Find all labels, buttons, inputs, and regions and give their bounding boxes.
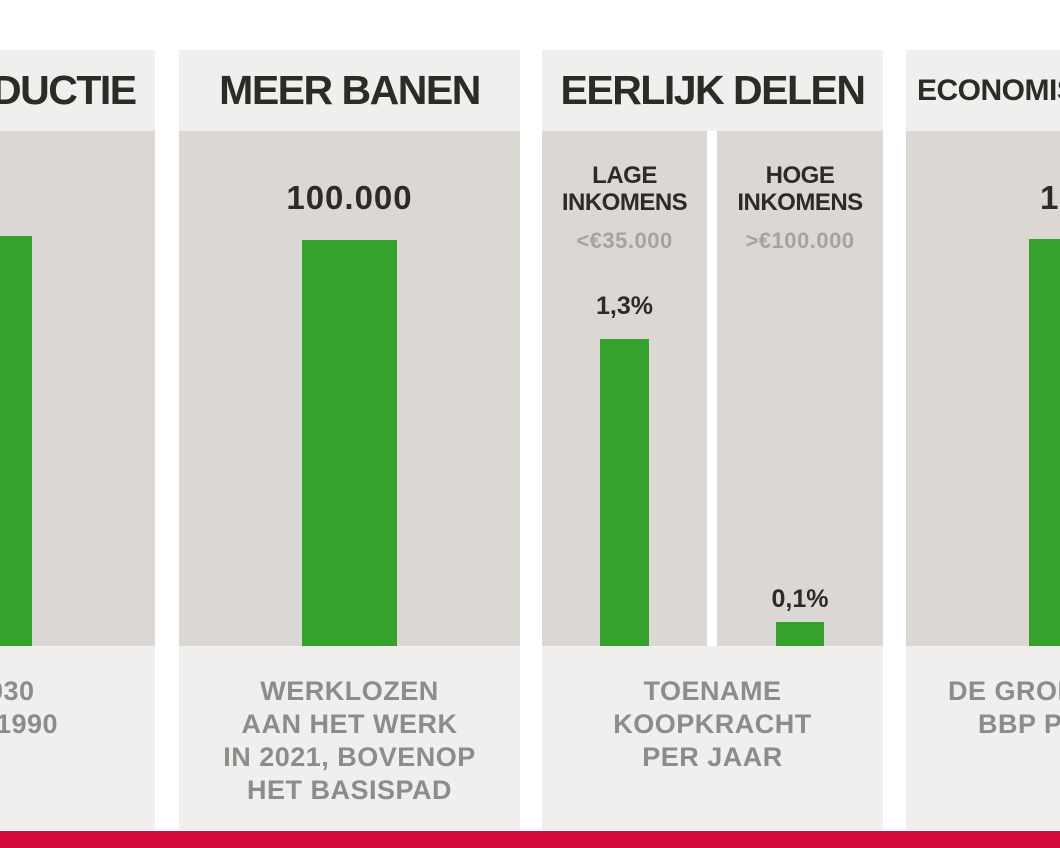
group-lage-inkomens: LAGE INKOMENS <€35.000 1,3% — [542, 131, 707, 646]
panel-eerlijk-delen: EERLIJK DELEN LAGE INKOMENS <€35.000 1,3… — [542, 50, 883, 830]
panel-eerlijk-delen-header: EERLIJK DELEN — [542, 50, 883, 131]
caption-line: TOENAME — [643, 676, 782, 706]
panel-meer-banen-chart-area: 100.000 — [179, 131, 520, 646]
panel-reductie-header: DUCTIE — [0, 50, 155, 131]
panel-reductie-bar — [0, 236, 32, 646]
group-lage-inkomens-value-label: 1,3% — [596, 292, 653, 320]
caption-line: 030 — [0, 676, 35, 706]
panel-meer-banen-title: MEER BANEN — [219, 67, 481, 113]
panel-economische-groei-chart-area: 1, — [906, 131, 1060, 646]
group-label-line: INKOMENS — [561, 189, 688, 216]
bottom-red-strip — [0, 831, 1060, 848]
caption-line: DE GROE — [948, 676, 1060, 706]
panel-reductie-caption: 030 1990 — [0, 646, 155, 830]
caption-line: IN 2021, BOVENOP — [223, 742, 476, 772]
panel-meer-banen-bar — [302, 240, 397, 646]
group-lage-inkomens-bar — [600, 339, 649, 646]
panel-meer-banen-header: MEER BANEN — [179, 50, 520, 131]
panel-eerlijk-delen-title: EERLIJK DELEN — [560, 67, 867, 113]
panel-eerlijk-delen-caption: TOENAME KOOPKRACHT PER JAAR — [542, 646, 883, 830]
panel-reductie-title: DUCTIE — [0, 67, 137, 113]
caption-line: PER JAAR — [642, 742, 783, 772]
group-hoge-inkomens-sublabel: >€100.000 — [745, 228, 855, 253]
panel-economische-groei-title: ECONOMIS — [917, 73, 1060, 107]
panel-economische-groei-value-label: 1, — [1040, 179, 1060, 216]
group-lage-inkomens-sublabel: <€35.000 — [576, 228, 673, 253]
panel-eerlijk-delen-chart-area: LAGE INKOMENS <€35.000 1,3% HOGE INKOMEN… — [542, 131, 883, 646]
caption-line: BBP PE — [978, 709, 1060, 739]
caption-line: 1990 — [0, 709, 59, 739]
caption-line: HET BASISPAD — [246, 775, 453, 805]
group-lage-inkomens-label: LAGE INKOMENS — [542, 162, 707, 216]
panel-meer-banen-caption: WERKLOZEN AAN HET WERK IN 2021, BOVENOP … — [179, 646, 520, 830]
panel-reductie-chart-area: % — [0, 131, 155, 646]
group-label-line: HOGE — [765, 162, 835, 189]
group-hoge-inkomens: HOGE INKOMENS >€100.000 0,1% — [717, 131, 883, 646]
caption-line: AAN HET WERK — [241, 709, 458, 739]
panel-economische-groei-caption: DE GROE BBP PE — [906, 646, 1060, 830]
panel-reductie: DUCTIE % 030 1990 — [0, 50, 155, 830]
group-label-line: LAGE — [592, 162, 657, 189]
panel-economische-groei: ECONOMIS 1, DE GROE BBP PE — [906, 50, 1060, 830]
panel-economische-groei-header: ECONOMIS — [906, 50, 1060, 131]
caption-line: KOOPKRACHT — [613, 709, 812, 739]
group-hoge-inkomens-bar — [776, 622, 824, 646]
panel-meer-banen-value-label: 100.000 — [286, 179, 413, 216]
caption-line: WERKLOZEN — [260, 676, 439, 706]
group-hoge-inkomens-value-label: 0,1% — [771, 585, 829, 613]
group-label-line: INKOMENS — [737, 189, 863, 216]
panel-meer-banen: MEER BANEN 100.000 WERKLOZEN AAN HET WER… — [179, 50, 520, 830]
group-hoge-inkomens-label: HOGE INKOMENS — [717, 162, 883, 216]
panel-economische-groei-bar — [1029, 239, 1060, 646]
